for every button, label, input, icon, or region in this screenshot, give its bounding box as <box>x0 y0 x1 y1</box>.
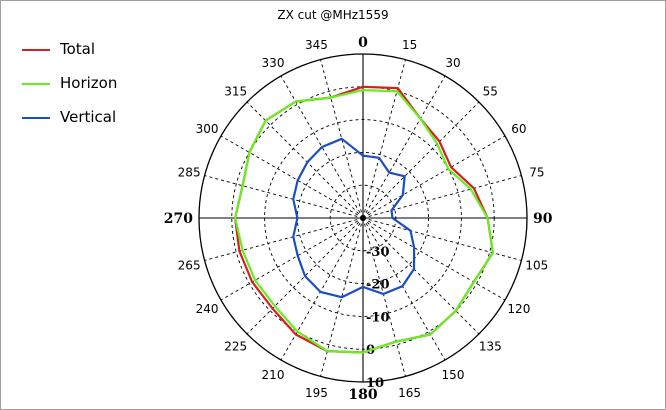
legend-label-horizon: Horizon <box>60 74 118 92</box>
angle-tick-label: 75 <box>529 165 544 179</box>
angle-tick-label: 0 <box>358 35 368 51</box>
angle-tick-label: 195 <box>305 386 328 400</box>
legend-label-vertical: Vertical <box>60 108 117 126</box>
angle-tick-label: 30 <box>445 56 460 70</box>
angle-tick-label: 90 <box>533 211 553 227</box>
legend-swatch-horizon <box>22 83 50 85</box>
grid-spoke-255 <box>204 217 364 261</box>
radial-tick-label: -10 <box>366 310 390 325</box>
angle-tick-label: 210 <box>262 368 285 382</box>
angle-tick-label: 135 <box>479 339 502 353</box>
legend-swatch-vertical <box>22 117 50 119</box>
angle-tick-label: 120 <box>507 302 530 316</box>
angle-tick-label: 180 <box>348 387 377 403</box>
angle-tick-label: 60 <box>511 122 526 136</box>
angle-tick-label: 240 <box>196 302 219 316</box>
grid-spoke-315 <box>246 101 364 219</box>
angle-tick-label: 315 <box>224 85 247 99</box>
angle-tick-label: 15 <box>402 38 417 52</box>
angle-tick-label: 345 <box>305 38 328 52</box>
radial-tick-label: -20 <box>366 278 390 293</box>
legend-label-total: Total <box>60 40 96 58</box>
angle-tick-label: 55 <box>483 85 498 99</box>
angle-tick-label: 285 <box>178 165 201 179</box>
angle-tick-label: 270 <box>164 211 193 227</box>
angle-tick-label: 225 <box>224 339 247 353</box>
series-line-horizon <box>234 89 494 354</box>
grid-spoke-75 <box>362 175 522 219</box>
grid-spoke-300 <box>220 135 364 219</box>
series-line-vertical <box>292 137 416 299</box>
grid-spoke-15 <box>362 59 406 219</box>
grid-spoke-60 <box>362 135 506 219</box>
legend-swatch-total <box>22 49 50 51</box>
angle-tick-label: 150 <box>442 368 465 382</box>
angle-tick-label: 265 <box>178 259 201 273</box>
grid-spoke-285 <box>204 175 364 219</box>
angle-tick-label: 105 <box>525 259 548 273</box>
radial-tick-label: 10 <box>366 376 384 391</box>
angle-tick-label: 330 <box>262 56 285 70</box>
angle-tick-label: 165 <box>398 386 421 400</box>
radial-tick-label: -30 <box>366 245 390 260</box>
angle-tick-label: 300 <box>196 122 219 136</box>
chart-title: ZX cut @MHz1559 <box>277 8 389 22</box>
